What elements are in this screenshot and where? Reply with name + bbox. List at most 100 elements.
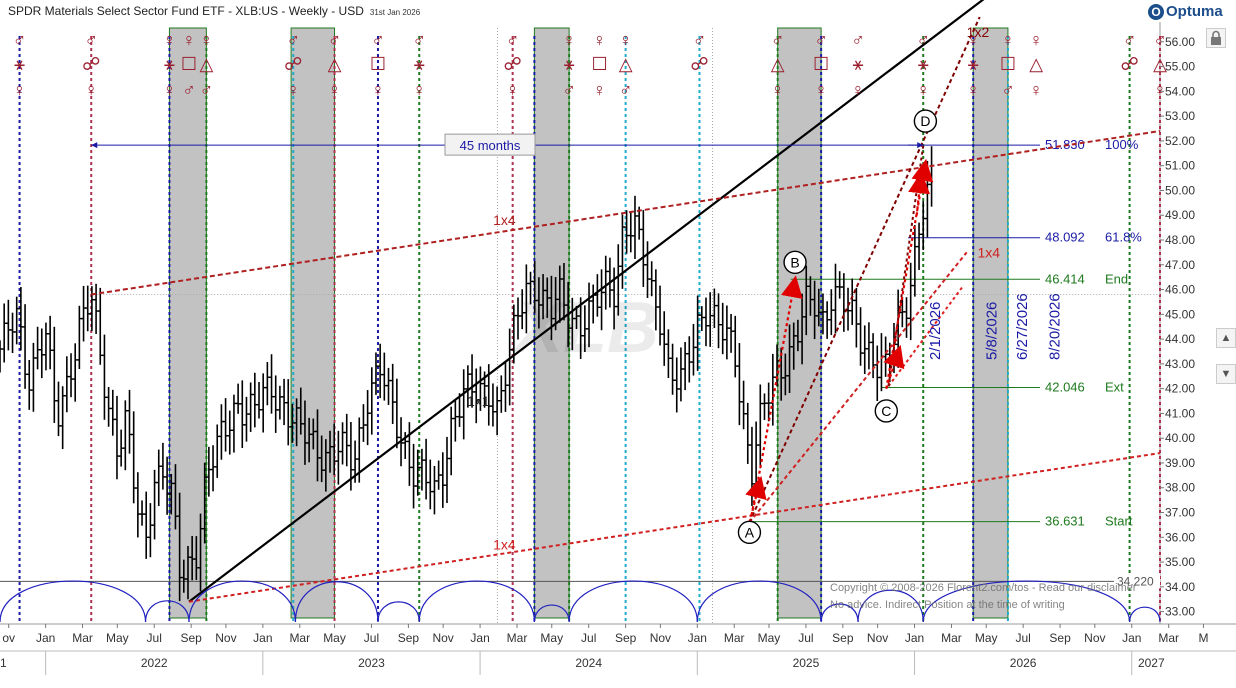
vertical-date-label: 6/27/2026 — [1014, 293, 1031, 360]
x-tick-label: Jul — [798, 631, 813, 645]
shaded-zone — [972, 27, 1009, 619]
y-tick-label: 35.00 — [1165, 555, 1195, 569]
duration-arrow-right-icon — [917, 142, 924, 149]
planet-glyph-icon: ♀ — [916, 80, 930, 100]
planet-glyph-icon: ⚹ — [14, 54, 25, 74]
x-tick-label: M — [1198, 631, 1208, 645]
level-name-label: 100% — [1105, 137, 1139, 152]
y-tick-label: 50.00 — [1165, 183, 1195, 197]
planet-glyph-icon: ♀ — [814, 80, 828, 100]
x-year-label: 2025 — [793, 656, 820, 670]
vertical-date-label: 8/20/2026 — [1047, 293, 1064, 360]
cycle-arc — [0, 580, 147, 623]
planet-glyph-icon: ☐ — [370, 54, 386, 74]
x-tick-label: Sep — [180, 631, 202, 645]
cycle-arc — [418, 580, 535, 623]
watermark-text: XLB — [511, 288, 659, 368]
trend-line-label: 1x4 — [493, 537, 516, 553]
x-tick-label: Jan — [688, 631, 707, 645]
planet-glyph-icon: ♀ — [1029, 80, 1043, 100]
trend-line — [188, 0, 985, 603]
projection-arrow — [908, 171, 931, 216]
planet-glyph-icon: ♂ — [371, 30, 385, 50]
trend-line — [91, 130, 1161, 296]
planet-glyph-icon: ⚹ — [164, 54, 175, 74]
planet-glyph-icon: ♀ — [413, 80, 427, 100]
copyright-text: Copyright © 2008-2026 Florent2.com/tos -… — [830, 582, 1137, 594]
chart-title-text: SPDR Materials Select Sector Fund ETF - … — [8, 4, 364, 18]
abcd-point-marker — [913, 109, 938, 133]
x-year-label: 2026 — [1010, 656, 1037, 670]
planet-glyph-icon: ♂ — [771, 30, 785, 50]
x-tick-label: ov — [2, 631, 15, 645]
x-tick-label: May — [540, 631, 563, 645]
x-tick-label: Jan — [905, 631, 924, 645]
chevron-down-icon[interactable]: ▼ — [1216, 364, 1236, 384]
chevron-up-icon[interactable]: ▲ — [1216, 328, 1236, 348]
y-tick-label: 40.00 — [1165, 431, 1195, 445]
x-tick-label: Jan — [253, 631, 272, 645]
planet-glyph-icon: ♀ — [371, 80, 385, 100]
abcd-point-label: B — [790, 254, 799, 270]
planet-glyph-icon: ♂ — [814, 30, 828, 50]
planet-glyph-icon: ♀ — [200, 30, 214, 50]
level-price-label: 36.631 — [1045, 514, 1085, 529]
planet-glyph-icon: ♂ — [200, 80, 214, 100]
planet-glyph-icon: △ — [1153, 54, 1167, 74]
planet-glyph-icon: ♂ — [13, 30, 27, 50]
planet-glyph-icon: ♂ — [328, 30, 342, 50]
planet-glyph-icon: ⚹ — [414, 54, 425, 74]
planet-glyph-icon: ♀ — [966, 80, 980, 100]
duration-label: 45 months — [460, 138, 521, 153]
x-year-label: 2027 — [1138, 656, 1165, 670]
vertical-date-label: 2/1/2026 — [927, 302, 944, 360]
level-price-label: 46.414 — [1045, 271, 1085, 286]
x-tick-label: Jul — [1015, 631, 1030, 645]
optuma-logo-text: Optuma — [1166, 3, 1223, 20]
x-tick-label: Jul — [581, 631, 596, 645]
x-year-label: 2022 — [141, 656, 168, 670]
planet-glyph-icon: △ — [1029, 54, 1043, 74]
cycle-arc — [922, 580, 1131, 623]
lock-icon[interactable] — [1206, 28, 1226, 48]
planet-glyph-icon: ♀ — [562, 30, 576, 50]
planet-glyph-icon: ⚹ — [853, 54, 864, 74]
cycle-arc — [144, 600, 190, 623]
cycle-arc — [857, 589, 924, 623]
optuma-logo-mark-icon: O — [1148, 4, 1164, 20]
y-tick-label: 55.00 — [1165, 60, 1195, 74]
trend-line — [887, 286, 964, 387]
planet-glyph-icon: ♀ — [771, 80, 785, 100]
level-name-label: End — [1105, 271, 1128, 286]
trend-line-label: 1x4 — [493, 212, 516, 228]
trend-line — [748, 16, 981, 523]
planet-glyph-icon: ♂ — [182, 80, 196, 100]
y-tick-label: 52.00 — [1165, 134, 1195, 148]
x-tick-label: Sep — [615, 631, 637, 645]
cycle-arc — [1128, 606, 1161, 623]
planet-glyph-icon: ⚹ — [968, 54, 979, 74]
planet-glyph-icon: ☍ — [82, 54, 100, 74]
planet-glyph-icon: ♀ — [1001, 30, 1015, 50]
planet-glyph-icon: ♀ — [1029, 30, 1043, 50]
projection-arrow — [885, 158, 934, 389]
x-tick-label: Mar — [72, 631, 93, 645]
planet-glyph-icon: ♀ — [84, 80, 98, 100]
projection-arrow — [750, 275, 803, 516]
planet-glyph-icon: ♀ — [13, 80, 27, 100]
planet-glyph-icon: ♂ — [506, 30, 520, 50]
x-tick-label: Nov — [1084, 631, 1105, 645]
y-tick-label: 42.00 — [1165, 382, 1195, 396]
abcd-point-label: A — [745, 524, 755, 540]
planet-glyph-icon: ♀ — [593, 30, 607, 50]
level-name-label: Start — [1105, 514, 1133, 529]
y-tick-label: 49.00 — [1165, 208, 1195, 222]
y-tick-label: 53.00 — [1165, 109, 1195, 123]
x-tick-label: May — [323, 631, 346, 645]
cycle-arc — [696, 580, 822, 623]
x-tick-label: May — [758, 631, 781, 645]
planet-glyph-icon: ♂ — [916, 30, 930, 50]
x-tick-label: Mar — [941, 631, 962, 645]
